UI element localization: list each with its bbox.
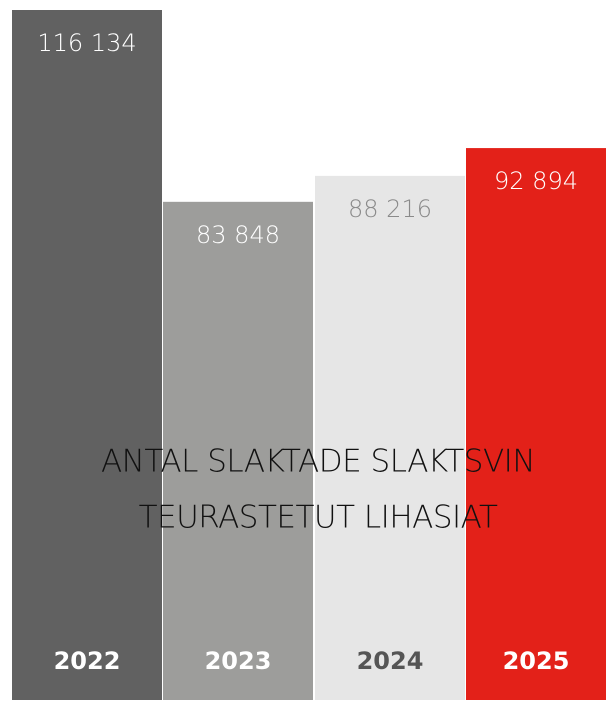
x-tick-label: 2025: [503, 647, 570, 675]
value-label: 88 216: [348, 195, 432, 223]
x-tick-label: 2024: [357, 647, 424, 675]
x-tick-label: 2022: [54, 647, 121, 675]
bars: 116 134 2022 83 848 2023 88 216 2024 92 894 202…: [12, 10, 606, 700]
value-label: 92 894: [494, 167, 578, 195]
bar: [163, 201, 313, 700]
chart-subtitle: TEURASTETUT LIHASIAT: [139, 500, 498, 536]
value-label: 116 134: [37, 29, 136, 57]
chart-title: ANTAL SLAKTADE SLAKTSVIN: [101, 444, 535, 480]
bar: [315, 175, 465, 700]
bar: [466, 148, 606, 700]
value-label: 83 848: [196, 221, 280, 249]
x-tick-label: 2023: [205, 647, 272, 675]
bar: [12, 10, 162, 700]
